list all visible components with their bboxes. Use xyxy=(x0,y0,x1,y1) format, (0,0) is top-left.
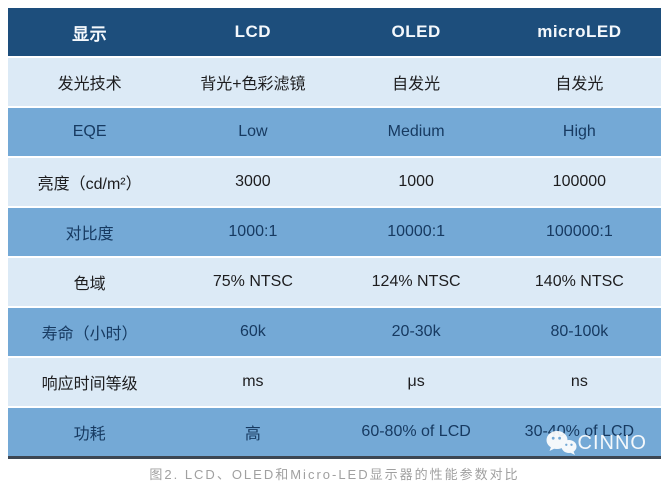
table-row: EQE Low Medium High xyxy=(8,108,661,158)
row-label-cell: 对比度 xyxy=(8,208,172,258)
comparison-table-figure: 显示 LCD OLED microLED 发光技术 背光+色彩滤镜 自发光 自发… xyxy=(8,8,661,459)
microled-value-cell: 100000 xyxy=(497,158,661,208)
table-row: 对比度 1000:1 10000:1 100000:1 xyxy=(8,208,661,258)
column-header-oled: OLED xyxy=(334,8,498,58)
oled-value-cell: 自发光 xyxy=(334,58,498,108)
column-header-display: 显示 xyxy=(8,8,172,58)
microled-value-cell: 80-100k xyxy=(497,308,661,358)
table-row: 色域 75% NTSC 124% NTSC 140% NTSC xyxy=(8,258,661,308)
microled-value-cell: 100000:1 xyxy=(497,208,661,258)
microled-value-cell: 140% NTSC xyxy=(497,258,661,308)
row-label-cell: 功耗 xyxy=(8,408,172,459)
table-row: 响应时间等级 ms μs ns xyxy=(8,358,661,408)
column-header-lcd: LCD xyxy=(171,8,335,58)
oled-value-cell: 124% NTSC xyxy=(334,258,498,308)
row-label-cell: 发光技术 xyxy=(8,58,172,108)
row-label-cell: 寿命（小时） xyxy=(8,308,172,358)
row-label-cell: 亮度（cd/m²） xyxy=(8,158,172,208)
row-label-cell: EQE xyxy=(8,108,172,158)
oled-value-cell: Medium xyxy=(334,108,498,158)
table-row: 发光技术 背光+色彩滤镜 自发光 自发光 xyxy=(8,58,661,108)
lcd-value-cell: 高 xyxy=(171,408,335,459)
lcd-value-cell: 1000:1 xyxy=(171,208,335,258)
oled-value-cell: 20-30k xyxy=(334,308,498,358)
oled-value-cell: μs xyxy=(334,358,498,408)
lcd-value-cell: 背光+色彩滤镜 xyxy=(171,58,335,108)
microled-value-cell: 30-40% of LCD xyxy=(497,408,661,459)
lcd-value-cell: Low xyxy=(171,108,335,158)
table-row: 亮度（cd/m²） 3000 1000 100000 xyxy=(8,158,661,208)
microled-value-cell: 自发光 xyxy=(497,58,661,108)
lcd-value-cell: 75% NTSC xyxy=(171,258,335,308)
row-label-cell: 色域 xyxy=(8,258,172,308)
column-header-microled: microLED xyxy=(497,8,661,58)
figure-caption: 图2. LCD、OLED和Micro-LED显示器的性能参数对比 xyxy=(149,467,520,482)
table-body: 发光技术 背光+色彩滤镜 自发光 自发光 EQE Low Medium High… xyxy=(8,58,661,459)
oled-value-cell: 1000 xyxy=(334,158,498,208)
lcd-value-cell: 3000 xyxy=(171,158,335,208)
microled-value-cell: ns xyxy=(497,358,661,408)
display-tech-comparison-table: 显示 LCD OLED microLED 发光技术 背光+色彩滤镜 自发光 自发… xyxy=(8,8,661,459)
oled-value-cell: 60-80% of LCD xyxy=(334,408,498,459)
table-header: 显示 LCD OLED microLED xyxy=(8,8,661,58)
header-row: 显示 LCD OLED microLED xyxy=(8,8,661,58)
lcd-value-cell: 60k xyxy=(171,308,335,358)
oled-value-cell: 10000:1 xyxy=(334,208,498,258)
lcd-value-cell: ms xyxy=(171,358,335,408)
microled-value-cell: High xyxy=(497,108,661,158)
row-label-cell: 响应时间等级 xyxy=(8,358,172,408)
table-row: 功耗 高 60-80% of LCD 30-40% of LCD xyxy=(8,408,661,459)
table-row: 寿命（小时） 60k 20-30k 80-100k xyxy=(8,308,661,358)
